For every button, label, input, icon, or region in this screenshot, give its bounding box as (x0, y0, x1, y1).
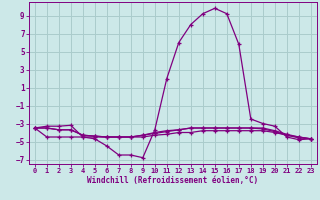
X-axis label: Windchill (Refroidissement éolien,°C): Windchill (Refroidissement éolien,°C) (87, 176, 258, 185)
